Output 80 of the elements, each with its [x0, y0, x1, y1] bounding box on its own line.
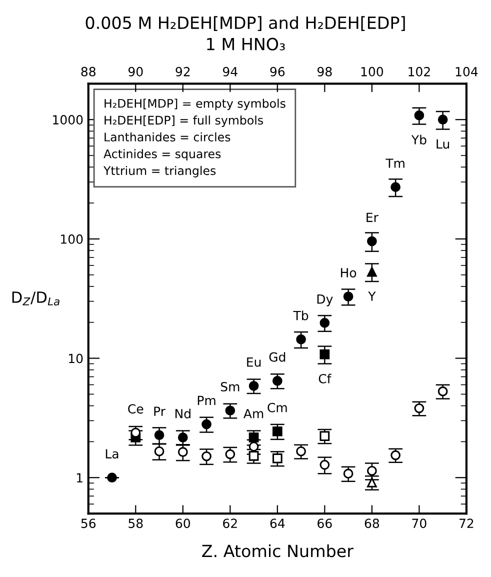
x2-tick-label: 94: [222, 66, 238, 76]
x2-tick-label: 102: [408, 66, 430, 76]
point: [248, 442, 259, 452]
point: [367, 478, 377, 488]
x-tick-label: 60: [176, 518, 190, 528]
point: [248, 450, 259, 461]
annotation: Ce: [128, 404, 144, 414]
point: [248, 432, 259, 442]
chart-title: 0.005 M H₂DEH[MDP] and H₂DEH[EDP]: [86, 16, 405, 32]
point: [272, 376, 282, 386]
x-tick-label: 58: [128, 518, 143, 528]
point: [438, 114, 448, 125]
y-tick-label: 10: [68, 354, 83, 364]
y-tick-label: 100: [61, 234, 83, 244]
annotation: Tm: [386, 158, 404, 168]
x2-tick-label: 100: [361, 66, 384, 76]
point: [225, 449, 236, 460]
point: [272, 426, 282, 436]
annotation: Tb: [293, 310, 308, 320]
point: [367, 236, 377, 246]
point: [390, 182, 400, 192]
point: [320, 349, 330, 360]
y-tick-label: 1: [76, 473, 82, 482]
x-tick-label: 64: [270, 518, 285, 528]
x-axis-title: Z. Atomic Number: [202, 544, 354, 558]
annotation: Dy: [317, 294, 333, 306]
point: [225, 406, 236, 416]
annotation: Cm: [268, 402, 287, 412]
annotation: H₂DEH[MDP] = empty symbols H₂DEH[EDP] = full symbols Lanthanides = circles Actinides = squares Yttrium = triangles: [103, 98, 286, 178]
point: [296, 446, 306, 456]
point: [178, 447, 188, 457]
point: [438, 386, 448, 396]
annotation: Y: [368, 292, 376, 301]
y-tick-label: 1000: [53, 115, 83, 125]
point: [343, 468, 354, 479]
x2-tick-label: 96: [270, 66, 285, 76]
point: [414, 110, 424, 120]
x-tick-label: 66: [318, 518, 332, 528]
point: [107, 472, 117, 483]
point: [320, 431, 330, 441]
annotation: Pm: [198, 396, 216, 405]
x-tick-label: 72: [460, 518, 474, 528]
x-tick-label: 70: [412, 518, 426, 528]
point: [202, 451, 212, 462]
x-tick-label: 56: [81, 518, 96, 528]
x-tick-label: 68: [364, 518, 380, 528]
annotation: Cf: [318, 374, 332, 384]
annotation: Am: [244, 409, 264, 418]
point: [202, 419, 212, 430]
chart-subtitle: 1 M HNO₃: [207, 38, 285, 50]
point: [178, 432, 188, 442]
point: [154, 446, 164, 456]
y-axis-title: D$_{Z}$/D$_{La}$: [12, 292, 60, 306]
point: [390, 450, 400, 460]
point: [367, 266, 377, 277]
annotation: Pr: [154, 406, 166, 416]
annotation: Er: [366, 212, 378, 222]
point: [296, 334, 306, 344]
x-tick-label: 62: [223, 518, 237, 528]
x2-tick-label: 90: [128, 66, 143, 76]
annotation: La: [106, 449, 118, 459]
point: [248, 380, 259, 391]
annotation: Eu: [247, 358, 261, 367]
point: [320, 460, 330, 470]
annotation: Sm: [220, 382, 240, 392]
x2-tick-label: 98: [318, 66, 332, 76]
annotation: Gd: [269, 352, 286, 362]
point: [154, 430, 164, 440]
annotation: Lu: [436, 139, 450, 149]
x2-tick-label: 92: [176, 66, 190, 76]
x2-tick-label: 88: [81, 66, 96, 76]
annotation: Nd: [175, 408, 190, 418]
point: [272, 453, 282, 464]
annotation: Ho: [341, 268, 356, 278]
point: [367, 466, 377, 476]
annotation: Yb: [411, 134, 426, 144]
point: [343, 292, 354, 302]
x2-tick-label: 104: [456, 66, 478, 76]
point: [320, 318, 330, 328]
point: [414, 403, 424, 414]
